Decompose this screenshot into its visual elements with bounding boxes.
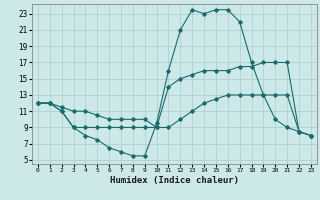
X-axis label: Humidex (Indice chaleur): Humidex (Indice chaleur)	[110, 176, 239, 185]
